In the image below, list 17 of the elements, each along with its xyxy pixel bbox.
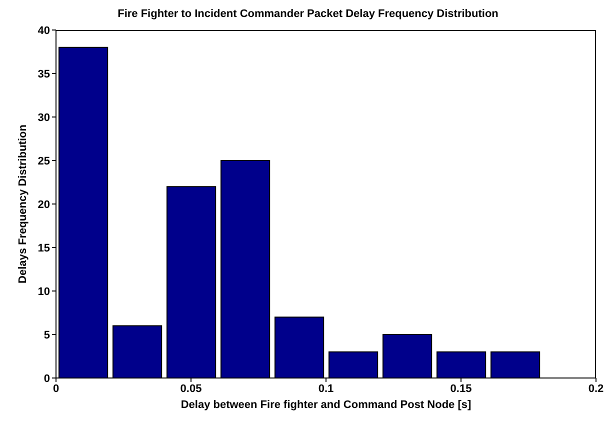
y-tick-label: 20 <box>38 198 50 211</box>
y-tick-label: 25 <box>38 155 50 168</box>
x-axis-title: Delay between Fire fighter and Command Post Node [s] <box>180 399 472 411</box>
x-tick-label: 0.1 <box>318 382 334 395</box>
x-tick-label: 0.15 <box>450 382 472 395</box>
x-tick-label: 0.2 <box>588 382 604 395</box>
x-tick-label: 0 <box>52 382 60 395</box>
y-tick-label: 40 <box>38 24 50 37</box>
y-tick-label: 0 <box>44 372 50 385</box>
y-tick-label: 15 <box>38 242 50 254</box>
x-tick-label: 0.05 <box>180 382 202 395</box>
y-tick-label: 5 <box>44 329 50 342</box>
y-tick-label: 35 <box>38 68 50 80</box>
y-tick-label: 10 <box>38 286 50 298</box>
y-axis-title: Delays Frequency Distribution <box>16 124 29 284</box>
chart-title: Fire Fighter to Incident Commander Packet Delay Frequency Distribution <box>116 8 500 20</box>
y-tick-label: 30 <box>38 112 50 124</box>
